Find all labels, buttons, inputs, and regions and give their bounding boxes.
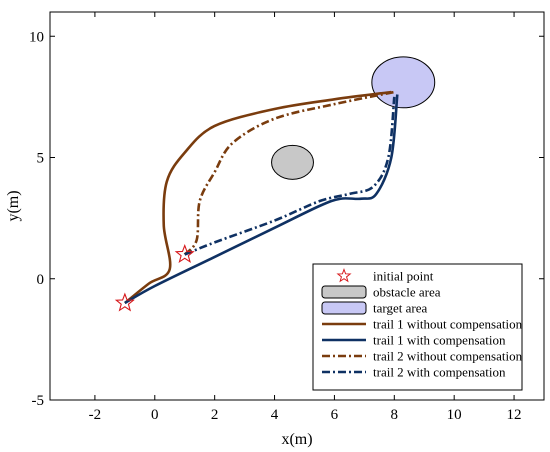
ticks-layer: -2 0 2 4 6 8 10 12 -5 0 5 10 <box>29 12 544 423</box>
legend-label: target area <box>373 301 427 316</box>
plot-layer <box>114 56 436 312</box>
y-tick-label: 5 <box>37 151 45 167</box>
series-line-3 <box>183 90 395 256</box>
legend-label: trail 1 without compensation <box>373 317 523 332</box>
y-axis-label: y(m) <box>5 190 22 221</box>
x-tick-label: 6 <box>331 407 339 423</box>
legend-label: trail 2 without compensation <box>373 349 523 364</box>
x-axis-label: x(m) <box>281 431 312 448</box>
series-line-1 <box>124 90 392 305</box>
legend-label: trail 1 with compensation <box>373 333 506 348</box>
x-tick-label: 8 <box>391 407 399 423</box>
legend-symbol-initial-point <box>336 268 352 283</box>
x-tick-label: 4 <box>271 407 279 423</box>
x-tick-label: 12 <box>507 407 522 423</box>
series-line-2 <box>124 94 399 305</box>
y-tick-label: -5 <box>32 393 45 409</box>
x-tick-label: 0 <box>151 407 159 423</box>
x-tick-label: 10 <box>447 407 462 423</box>
initial-point-marker <box>114 292 135 312</box>
series-line-4 <box>184 96 396 256</box>
y-tick-label: 0 <box>37 272 45 288</box>
legend-symbol-area <box>321 301 367 315</box>
y-tick-label: 10 <box>29 29 44 45</box>
x-tick-label: 2 <box>211 407 219 423</box>
legend-box <box>312 263 523 391</box>
legend-label: initial point <box>373 269 434 284</box>
legend-label: obstacle area <box>373 285 441 300</box>
legend-symbol-area <box>321 285 367 299</box>
obstacle-area <box>271 144 314 180</box>
target-area <box>371 56 436 109</box>
x-tick-label: -2 <box>89 407 102 423</box>
initial-point-marker <box>174 243 195 264</box>
legend-label: trail 2 with compensation <box>373 365 506 380</box>
